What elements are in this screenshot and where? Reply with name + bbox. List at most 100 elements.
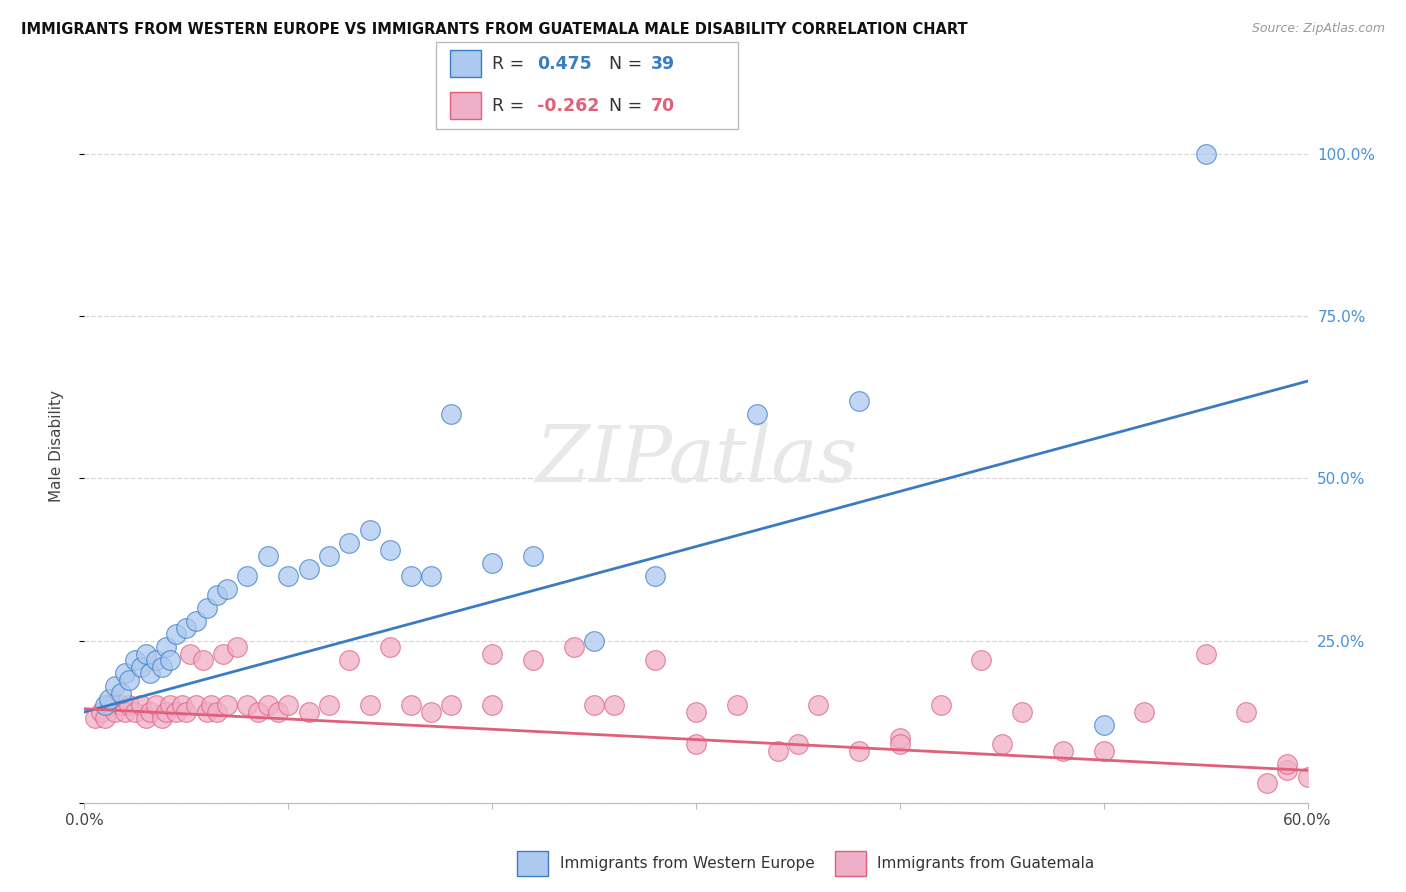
Point bbox=[118, 673, 141, 687]
Point bbox=[212, 647, 235, 661]
Point bbox=[236, 568, 259, 582]
Point bbox=[277, 698, 299, 713]
Point bbox=[138, 666, 160, 681]
Text: IMMIGRANTS FROM WESTERN EUROPE VS IMMIGRANTS FROM GUATEMALA MALE DISABILITY CORR: IMMIGRANTS FROM WESTERN EUROPE VS IMMIGR… bbox=[21, 22, 967, 37]
Text: R =: R = bbox=[492, 96, 530, 115]
Point bbox=[226, 640, 249, 654]
Point bbox=[174, 705, 197, 719]
Point bbox=[118, 698, 141, 713]
Point bbox=[644, 568, 666, 582]
Point bbox=[267, 705, 290, 719]
Point bbox=[298, 705, 321, 719]
Point bbox=[150, 659, 173, 673]
Point bbox=[186, 698, 208, 713]
Point bbox=[318, 549, 340, 564]
Point bbox=[257, 549, 280, 564]
Point bbox=[114, 666, 136, 681]
Point bbox=[583, 698, 606, 713]
Point bbox=[766, 744, 789, 758]
Point bbox=[339, 653, 361, 667]
Text: Immigrants from Western Europe: Immigrants from Western Europe bbox=[560, 856, 814, 871]
Point bbox=[110, 685, 132, 699]
Point bbox=[97, 698, 120, 713]
Point bbox=[1277, 764, 1299, 778]
Point bbox=[205, 705, 228, 719]
Point bbox=[217, 582, 239, 596]
Point bbox=[186, 614, 208, 628]
Point bbox=[420, 568, 443, 582]
Point bbox=[159, 653, 181, 667]
Y-axis label: Male Disability: Male Disability bbox=[49, 390, 63, 502]
Point bbox=[277, 568, 299, 582]
Point bbox=[787, 738, 810, 752]
Point bbox=[522, 653, 544, 667]
Point bbox=[889, 738, 911, 752]
Point bbox=[380, 542, 402, 557]
Point bbox=[191, 653, 214, 667]
Point bbox=[848, 744, 870, 758]
Point bbox=[110, 698, 132, 713]
Point bbox=[124, 653, 146, 667]
Point bbox=[83, 711, 105, 725]
Point bbox=[124, 705, 146, 719]
Point bbox=[155, 705, 177, 719]
Point bbox=[200, 698, 222, 713]
Point bbox=[205, 588, 228, 602]
Point bbox=[359, 698, 381, 713]
Point bbox=[420, 705, 443, 719]
Point bbox=[1296, 770, 1319, 784]
Text: -0.262: -0.262 bbox=[537, 96, 599, 115]
Point bbox=[159, 698, 181, 713]
Point bbox=[991, 738, 1014, 752]
Point bbox=[104, 705, 127, 719]
Point bbox=[562, 640, 585, 654]
Point bbox=[165, 705, 187, 719]
Text: ZIPatlas: ZIPatlas bbox=[534, 422, 858, 499]
Point bbox=[1195, 647, 1218, 661]
Text: Source: ZipAtlas.com: Source: ZipAtlas.com bbox=[1251, 22, 1385, 36]
Point bbox=[848, 393, 870, 408]
Point bbox=[165, 627, 187, 641]
Point bbox=[399, 568, 422, 582]
Point bbox=[145, 653, 167, 667]
Point bbox=[135, 711, 157, 725]
Point bbox=[135, 647, 157, 661]
Text: 39: 39 bbox=[651, 54, 675, 73]
Point bbox=[380, 640, 402, 654]
Point bbox=[257, 698, 280, 713]
Text: N =: N = bbox=[598, 96, 647, 115]
Point bbox=[1092, 744, 1115, 758]
Point bbox=[246, 705, 269, 719]
Point bbox=[174, 621, 197, 635]
Point bbox=[440, 698, 463, 713]
Point bbox=[155, 640, 177, 654]
Point bbox=[399, 698, 422, 713]
Point bbox=[1195, 147, 1218, 161]
Point bbox=[145, 698, 167, 713]
Point bbox=[685, 738, 707, 752]
Point bbox=[481, 556, 503, 570]
Point bbox=[195, 705, 218, 719]
Point bbox=[359, 524, 381, 538]
Point bbox=[217, 698, 239, 713]
Point bbox=[1256, 776, 1278, 790]
Point bbox=[1052, 744, 1074, 758]
Text: 0.475: 0.475 bbox=[537, 54, 592, 73]
Point bbox=[104, 679, 127, 693]
Point bbox=[179, 647, 201, 661]
Point bbox=[685, 705, 707, 719]
Point bbox=[298, 562, 321, 576]
Text: 70: 70 bbox=[651, 96, 675, 115]
Text: Immigrants from Guatemala: Immigrants from Guatemala bbox=[877, 856, 1095, 871]
Point bbox=[644, 653, 666, 667]
Text: N =: N = bbox=[598, 54, 647, 73]
Point bbox=[138, 705, 160, 719]
Point bbox=[1277, 756, 1299, 771]
Point bbox=[481, 647, 503, 661]
Point bbox=[1011, 705, 1033, 719]
Point bbox=[603, 698, 626, 713]
Point bbox=[929, 698, 952, 713]
Point bbox=[481, 698, 503, 713]
Point bbox=[318, 698, 340, 713]
Point bbox=[93, 698, 117, 713]
